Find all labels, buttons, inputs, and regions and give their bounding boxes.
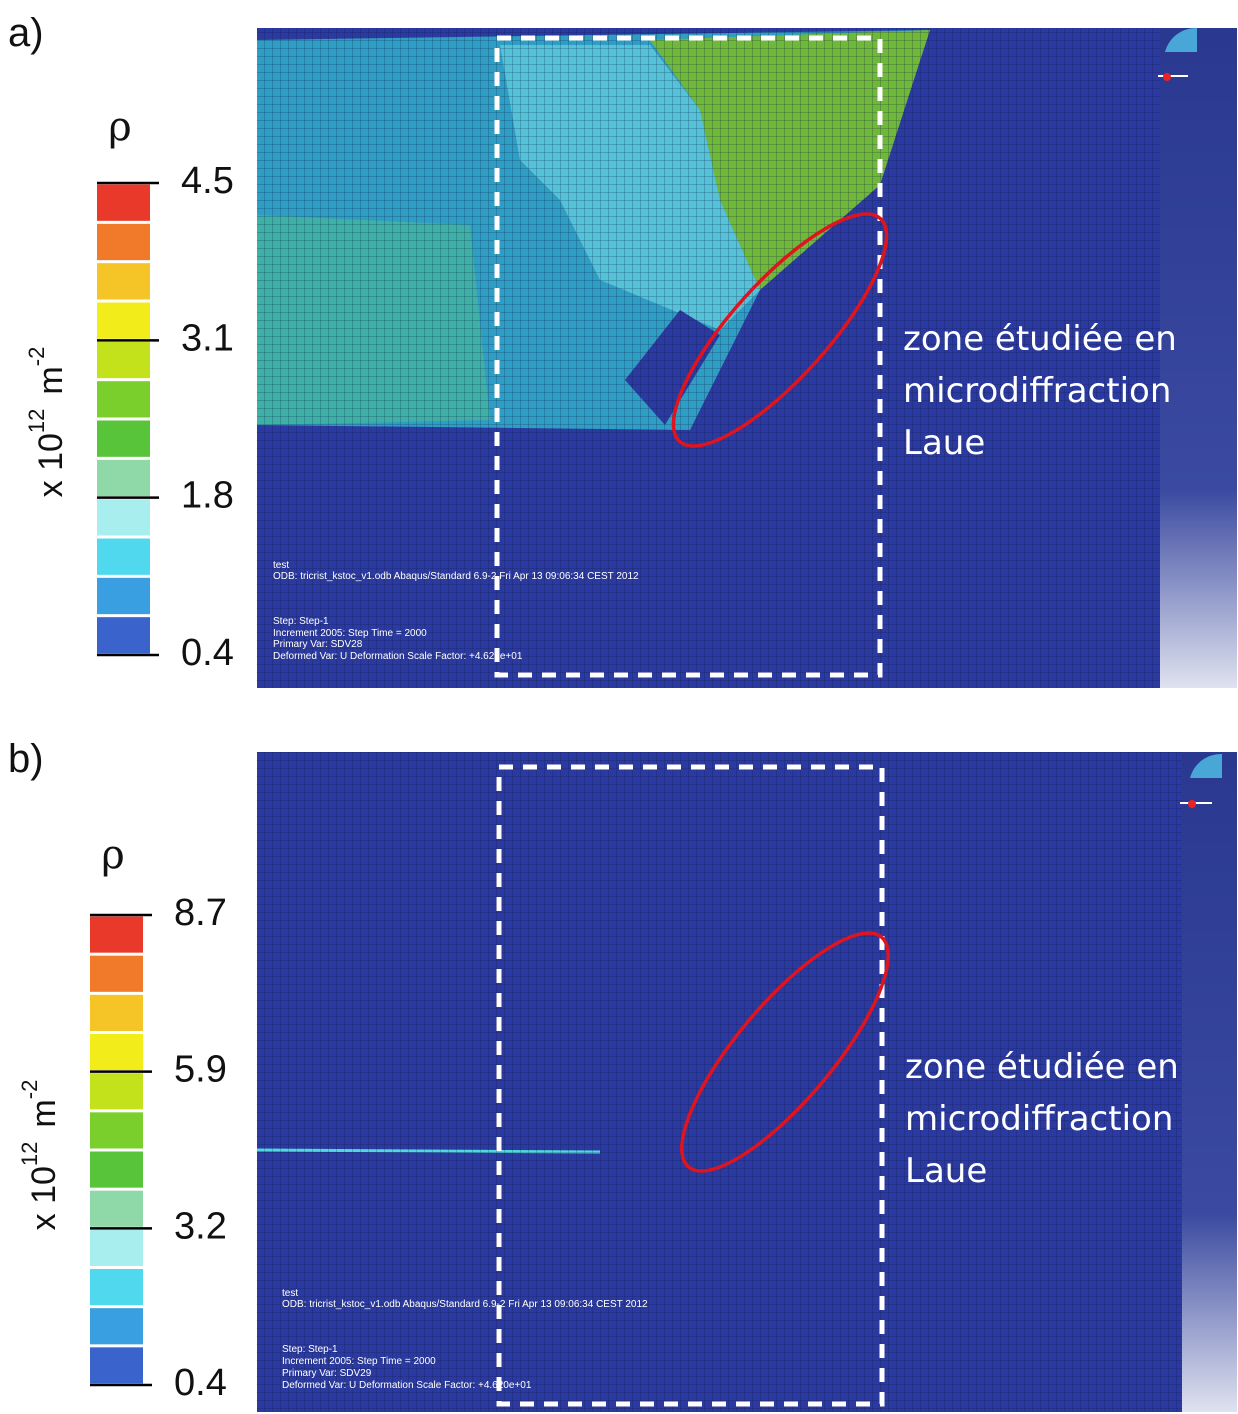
simulation-b (256, 752, 1237, 1412)
software-info: Primary Var: SDV29 (282, 1368, 372, 1379)
software-info: test (273, 560, 289, 571)
colorbar-segment (90, 1112, 143, 1149)
software-info: Step: Step-1 (273, 616, 329, 627)
colorbar-unit: x 1012 m-2 (24, 347, 70, 498)
colorbar-segment (97, 617, 150, 654)
colorbar-segment (97, 499, 150, 536)
annotation: zone étudiée en (905, 1047, 1179, 1087)
colorbar-segment (90, 1229, 143, 1266)
annotation: microdiffraction (905, 1099, 1173, 1139)
colorbar-tick-label: 3.2 (174, 1205, 227, 1247)
colorbar-segment (90, 1190, 143, 1227)
panel: a) ρ 4.5 3.1 1.8 0.4 x 1012 m-2 zone étudiée en m… (8, 11, 1177, 674)
colorbar-unit: x 1012 m-2 (17, 1080, 63, 1231)
colorbar-tick-label: 1.8 (181, 475, 234, 517)
colorbar-segment (97, 341, 150, 379)
panel-label: b) (8, 737, 44, 781)
software-info: Step: Step-1 (282, 1344, 338, 1355)
annotation: Laue (903, 423, 985, 463)
software-info: Deformed Var: U Deformation Scale Factor… (282, 1380, 532, 1391)
colorbar-segment (97, 302, 150, 339)
annotation: zone étudiée en (903, 319, 1177, 359)
annotation: Laue (905, 1151, 987, 1191)
colorbar-tick-label: 0.4 (174, 1362, 227, 1404)
unit-part: -2 (17, 1080, 42, 1100)
software-info: Deformed Var: U Deformation Scale Factor… (273, 651, 523, 662)
unit-part: x 10 (25, 1166, 63, 1230)
unit-part: 12 (24, 409, 49, 433)
software-info: Increment 2005: Step Time = 2000 (282, 1356, 436, 1367)
colorbar-segment (97, 184, 150, 221)
colorbar-segment (90, 1308, 143, 1345)
colorbar-segment (90, 955, 143, 992)
software-info: ODB: tricrist_kstoc_v1.odb Abaqus/Standa… (282, 1299, 648, 1310)
software-info: test (282, 1288, 298, 1299)
colorbar-segment (97, 223, 150, 261)
unit-part: -2 (24, 347, 49, 367)
colorbar-segment (97, 420, 150, 457)
panel-label: a) (8, 11, 44, 55)
colorbar-segment (97, 459, 150, 497)
software-info: ODB: tricrist_kstoc_v1.odb Abaqus/Standa… (273, 571, 639, 582)
colorbar-segment (90, 1347, 143, 1384)
colorbar-segment (90, 994, 143, 1031)
colorbar-segment (90, 1269, 143, 1306)
colorbar-tick-label: 8.7 (174, 892, 227, 934)
unit-part: m (32, 366, 70, 394)
software-info: Increment 2005: Step Time = 2000 (273, 628, 427, 639)
panel: b) ρ 8.7 5.9 3.2 0.4 x 1012 m-2 zone étudiée en m… (8, 737, 1179, 1404)
colorbar-segment (90, 1073, 143, 1110)
software-info: Primary Var: SDV28 (273, 639, 363, 650)
colorbar-segment (90, 916, 143, 953)
colorbar-tick-label: 3.1 (181, 317, 234, 359)
colorbar-tick-label: 4.5 (181, 160, 234, 202)
colorbar-tick-label: 0.4 (181, 632, 234, 674)
unit-part: x 10 (32, 433, 70, 497)
unit-part: m (25, 1099, 63, 1127)
colorbar-symbol: ρ (108, 104, 132, 150)
colorbar-segment (97, 381, 150, 418)
annotation: microdiffraction (903, 371, 1171, 411)
colorbar-segment (97, 263, 150, 300)
colorbar-segment (97, 577, 150, 615)
colorbar-tick-label: 5.9 (174, 1049, 227, 1091)
colorbar-segment (97, 538, 150, 575)
unit-part: 12 (17, 1142, 42, 1166)
colorbar-segment (90, 1034, 143, 1071)
colorbar-symbol: ρ (101, 832, 125, 878)
simulation-a (257, 27, 1237, 688)
colorbar-segment (90, 1151, 143, 1188)
